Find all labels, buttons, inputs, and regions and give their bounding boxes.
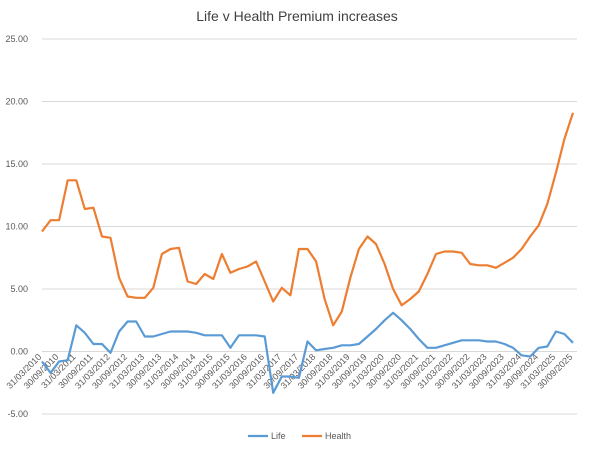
line	[41, 112, 575, 327]
y-tick-label: 10.00	[5, 222, 28, 232]
y-tick-label: 0.00	[10, 347, 28, 357]
line	[41, 311, 574, 394]
y-tick-label: 25.00	[5, 34, 28, 44]
y-tick-label: 5.00	[10, 284, 28, 294]
y-tick-label: -5.00	[7, 409, 28, 419]
legend-label: Life	[271, 431, 286, 441]
y-tick-label: 20.00	[5, 97, 28, 107]
legend-label: Health	[325, 431, 351, 441]
chart-title: Life v Health Premium increases	[196, 8, 398, 24]
y-tick-label: 15.00	[5, 159, 28, 169]
